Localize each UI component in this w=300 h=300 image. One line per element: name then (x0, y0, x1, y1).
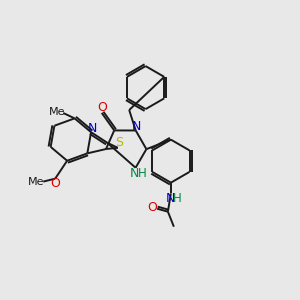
Text: H: H (173, 192, 182, 205)
Text: H: H (138, 167, 146, 180)
Text: O: O (50, 177, 60, 190)
Text: O: O (147, 201, 157, 214)
Text: N: N (165, 192, 175, 205)
Text: N: N (88, 122, 97, 135)
Text: O: O (98, 101, 108, 114)
Text: N: N (132, 119, 141, 133)
Text: S: S (115, 136, 123, 149)
Text: Me: Me (28, 177, 44, 187)
Text: N: N (129, 167, 139, 180)
Text: Me: Me (48, 106, 65, 116)
